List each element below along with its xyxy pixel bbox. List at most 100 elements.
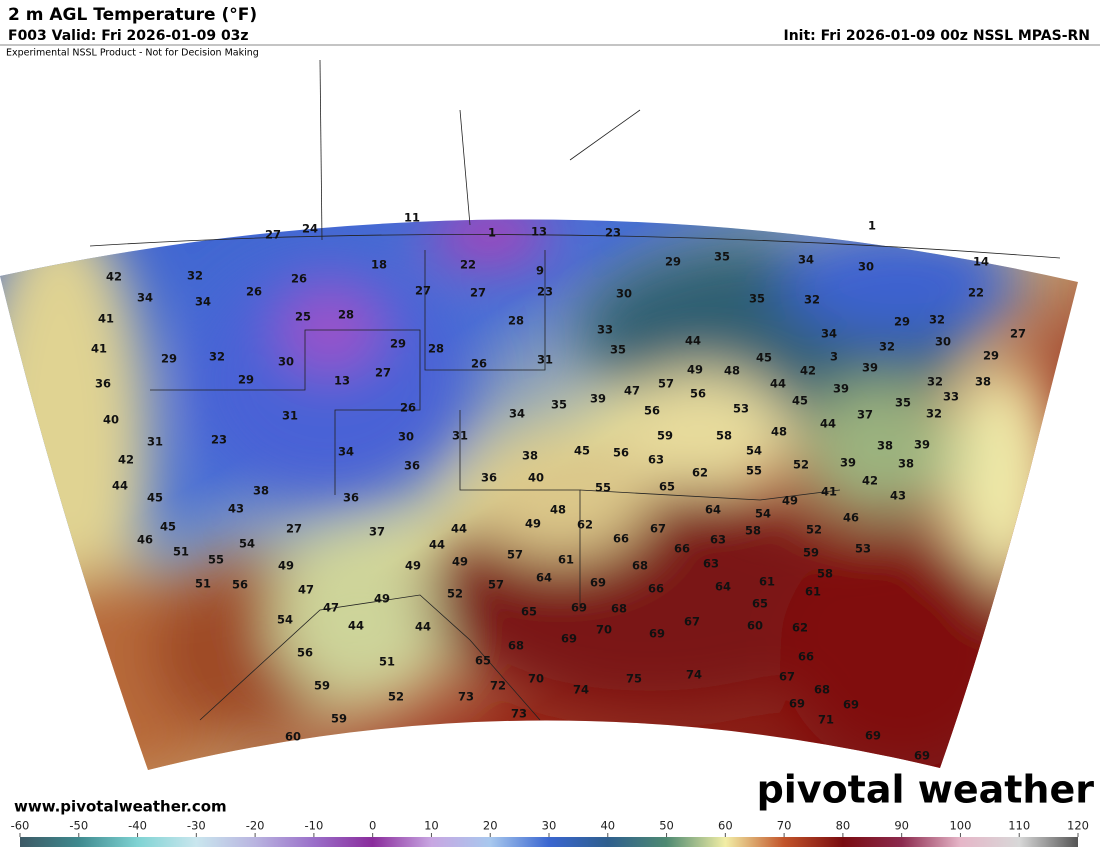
temperature-label: 31 — [537, 353, 553, 367]
temperature-label: 26 — [400, 401, 416, 415]
temperature-label: 65 — [659, 480, 675, 494]
colorbar-tick-label: -50 — [69, 819, 88, 833]
temperature-label: 72 — [490, 679, 506, 693]
temperature-label: 46 — [137, 533, 153, 547]
temperature-label: 30 — [398, 430, 414, 444]
temperature-label: 40 — [103, 413, 119, 427]
temperature-label: 62 — [692, 466, 708, 480]
temperature-label: 57 — [488, 578, 504, 592]
temperature-label: 28 — [428, 342, 444, 356]
temperature-label: 45 — [160, 520, 176, 534]
temperature-label: 46 — [843, 511, 859, 525]
temperature-label: 65 — [475, 654, 491, 668]
temperature-label: 55 — [746, 464, 762, 478]
temperature-label: 55 — [595, 481, 611, 495]
colorbar-tick-label: 120 — [1067, 819, 1089, 833]
temperature-label: 67 — [650, 522, 666, 536]
valid-time: F003 Valid: Fri 2026-01-09 03z — [8, 28, 249, 44]
temperature-label: 14 — [973, 255, 989, 269]
temperature-label: 68 — [611, 602, 627, 616]
temperature-label: 45 — [792, 394, 808, 408]
temperature-label: 56 — [690, 387, 706, 401]
temperature-label: 71 — [818, 713, 834, 727]
temperature-label: 58 — [716, 429, 732, 443]
temperature-label: 69 — [843, 698, 859, 712]
temperature-label: 59 — [331, 712, 347, 726]
temperature-label: 39 — [840, 456, 856, 470]
temperature-label: 44 — [451, 522, 467, 536]
temperature-label: 28 — [338, 308, 354, 322]
temperature-label: 44 — [429, 538, 445, 552]
temperature-label: 69 — [649, 627, 665, 641]
temperature-label: 66 — [674, 542, 690, 556]
temperature-label: 48 — [771, 425, 787, 439]
colorbar-tick-label: 100 — [949, 819, 971, 833]
temperature-label: 38 — [975, 375, 991, 389]
temperature-label: 38 — [877, 439, 893, 453]
temperature-label: 43 — [890, 489, 906, 503]
temperature-label: 49 — [782, 494, 798, 508]
temperature-label: 27 — [470, 286, 486, 300]
temperature-label: 32 — [927, 375, 943, 389]
temperature-label: 42 — [106, 270, 122, 284]
temperature-label: 1 — [488, 226, 496, 240]
temperature-label: 35 — [895, 396, 911, 410]
temperature-label: 58 — [745, 524, 761, 538]
init-time: Init: Fri 2026-01-09 00z NSSL MPAS-RN — [784, 28, 1091, 44]
temperature-label: 68 — [508, 639, 524, 653]
temperature-label: 69 — [865, 729, 881, 743]
temperature-label: 31 — [147, 435, 163, 449]
temperature-label: 54 — [755, 507, 771, 521]
temperature-label: 49 — [687, 363, 703, 377]
colorbar: -60 -50 -40 -30 -20 -10 0 10 20 30 40 50 60 70 80 90 100… — [11, 819, 1089, 847]
temperature-label: 27 — [265, 228, 281, 242]
temperature-label: 32 — [929, 313, 945, 327]
temperature-label: 27 — [375, 366, 391, 380]
temperature-label: 29 — [238, 373, 254, 387]
temperature-label: 34 — [509, 407, 525, 421]
temperature-label: 75 — [626, 672, 642, 686]
temperature-label: 63 — [710, 533, 726, 547]
temperature-label: 51 — [379, 655, 395, 669]
temperature-label: 30 — [935, 335, 951, 349]
temperature-label: 29 — [665, 255, 681, 269]
temperature-label: 36 — [481, 471, 497, 485]
temperature-label: 49 — [452, 555, 468, 569]
temperature-label: 27 — [415, 284, 431, 298]
temperature-label: 34 — [195, 295, 211, 309]
temperature-label: 34 — [338, 445, 354, 459]
temperature-label: 52 — [793, 458, 809, 472]
temperature-label: 44 — [415, 620, 431, 634]
boundaries — [89, 59, 1061, 721]
temperature-label: 74 — [573, 683, 589, 697]
temperature-label: 41 — [98, 312, 114, 326]
temperature-label: 66 — [613, 532, 629, 546]
temperature-label: 13 — [334, 374, 350, 388]
temperature-label: 44 — [348, 619, 364, 633]
temperature-label: 52 — [806, 523, 822, 537]
temperature-label: 49 — [374, 592, 390, 606]
temperature-label: 22 — [460, 258, 476, 272]
temperature-label: 31 — [452, 429, 468, 443]
temperature-label: 62 — [577, 518, 593, 532]
temperature-label: 32 — [187, 269, 203, 283]
temperature-label: 29 — [894, 315, 910, 329]
temperature-label: 36 — [95, 377, 111, 391]
temperature-label: 33 — [597, 323, 613, 337]
temperature-label: 55 — [208, 553, 224, 567]
colorbar-tick-label: 70 — [777, 819, 792, 833]
temperature-label: 51 — [173, 545, 189, 559]
temperature-label: 68 — [814, 683, 830, 697]
colorbar-tick-label: -20 — [246, 819, 265, 833]
temperature-label: 26 — [246, 285, 262, 299]
temperature-label: 34 — [798, 253, 814, 267]
colorbar-tick-label: 80 — [836, 819, 851, 833]
temperature-label: 13 — [531, 225, 547, 239]
temperature-label: 60 — [747, 619, 763, 633]
temperature-label: 66 — [798, 650, 814, 664]
temperature-label: 33 — [943, 390, 959, 404]
temperature-label: 54 — [746, 444, 762, 458]
colorbar-tick-label: 60 — [718, 819, 733, 833]
temperature-label: 51 — [195, 577, 211, 591]
